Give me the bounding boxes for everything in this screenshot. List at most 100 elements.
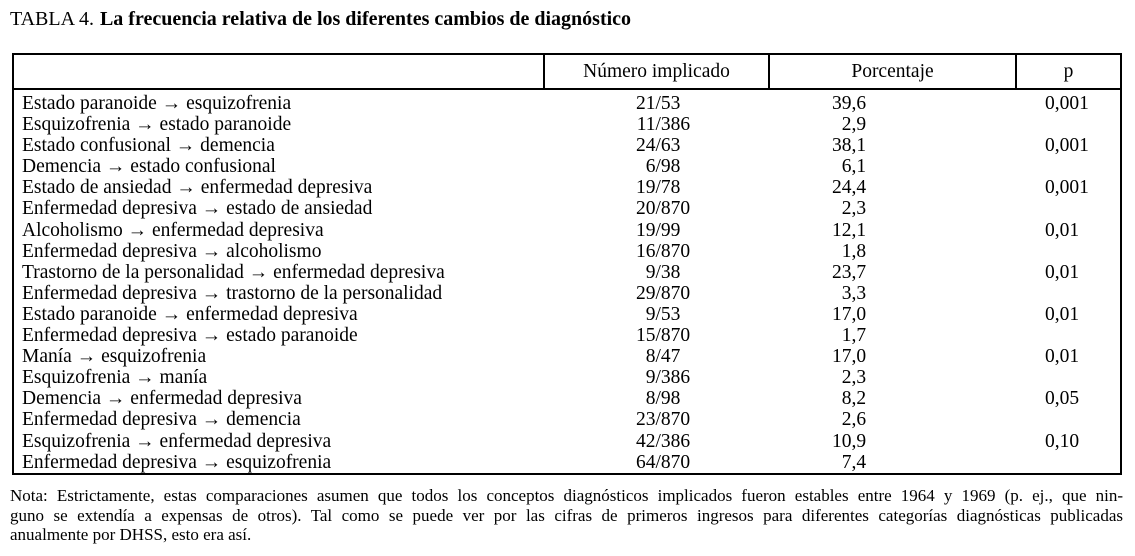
table-row: Esquizofrenia → manía 9/386 2,3	[13, 367, 1121, 388]
p-value-cell	[1016, 367, 1121, 388]
diagnosis-change-label: Estado paranoide → enfermedad depresiva	[22, 303, 358, 325]
porcentaje-cell: 12,1	[832, 219, 867, 241]
header-p: p	[1015, 54, 1121, 90]
numero-implicado-cell: 29/870	[636, 282, 691, 304]
table-row: Enfermedad depresiva → trastorno de la p…	[13, 283, 1121, 304]
p-value-cell	[1016, 283, 1121, 304]
header-numero-implicado: Número implicado	[543, 54, 769, 90]
diagnosis-change-label: Enfermedad depresiva → trastorno de la p…	[22, 282, 443, 304]
diagnosis-change-label: Esquizofrenia → estado paranoide	[22, 114, 292, 136]
table-title-prefix: TABLA 4.	[10, 8, 94, 30]
porcentaje-cell: 38,1	[832, 135, 867, 157]
porcentaje-cell: 2,9	[841, 114, 867, 136]
porcentaje-cell: 7,4	[841, 451, 867, 473]
table-title: TABLA 4. La frecuencia relativa de los di…	[10, 8, 631, 31]
numero-implicado-cell: 8/98	[645, 388, 681, 410]
table-row: Trastorno de la personalidad → enfermeda…	[13, 262, 1121, 283]
numero-implicado-cell: 42/386	[636, 430, 691, 452]
p-value-cell	[1016, 198, 1121, 219]
diagnosis-change-label: Esquizofrenia → manía	[22, 367, 208, 389]
p-value-cell	[1016, 156, 1121, 177]
header-porcentaje: Porcentaje	[768, 54, 1016, 90]
table-row: Alcoholismo → enfermedad depresiva 19/99…	[13, 220, 1121, 241]
diagnosis-change-label: Estado paranoide → esquizofrenia	[22, 93, 292, 114]
diagnosis-change-label: Manía → esquizofrenia	[22, 346, 207, 368]
table-title-text: La frecuencia relativa de los diferentes…	[99, 8, 632, 30]
numero-implicado-cell: 19/99	[636, 219, 681, 241]
table-row: Estado paranoide → enfermedad depresiva …	[13, 304, 1121, 325]
table-header-row: Número implicado Porcentaje p	[13, 54, 1121, 90]
porcentaje-cell: 8,2	[841, 388, 867, 410]
numero-implicado-cell: 9/53	[645, 303, 681, 325]
numero-implicado-cell: 6/98	[645, 156, 681, 178]
table-footnote: Nota: Estrictamente, estas comparaciones…	[10, 486, 1123, 545]
porcentaje-cell: 24,4	[832, 177, 867, 199]
numero-implicado-cell: 9/38	[645, 261, 681, 283]
diagnosis-change-label: Demencia → estado confusional	[22, 156, 276, 178]
table-body: Estado paranoide → esquizofrenia 21/53 3…	[13, 89, 1121, 474]
numero-implicado-cell: 20/870	[636, 198, 691, 220]
footnote-line: guno se extendía a expensas de otros). T…	[10, 505, 1123, 525]
numero-implicado-cell: 24/63	[636, 135, 681, 157]
table-row: Estado confusional → demencia 24/63 38,1…	[13, 135, 1121, 156]
p-value-cell: 0,05	[1045, 388, 1080, 410]
table-row: Enfermedad depresiva → esquizofrenia 64/…	[13, 452, 1121, 474]
p-value-cell: 0,01	[1045, 346, 1080, 368]
table-row: Esquizofrenia → estado paranoide 11/386 …	[13, 114, 1121, 135]
p-value-cell: 0,01	[1045, 219, 1080, 241]
frequency-table: Número implicado Porcentaje p Estado par…	[12, 53, 1122, 475]
numero-implicado-cell: 64/870	[636, 451, 691, 473]
p-value-cell	[1016, 409, 1121, 430]
numero-implicado-cell: 19/78	[636, 177, 681, 199]
porcentaje-cell: 2,6	[841, 409, 867, 431]
diagnosis-change-label: Esquizofrenia → enfermedad depresiva	[22, 430, 332, 452]
diagnosis-change-label: Alcoholismo → enfermedad depresiva	[22, 219, 324, 241]
p-value-cell	[1016, 325, 1121, 346]
porcentaje-cell: 10,9	[832, 430, 867, 452]
porcentaje-cell: 1,7	[841, 325, 867, 347]
porcentaje-cell: 6,1	[841, 156, 867, 178]
numero-implicado-cell: 9/386	[645, 367, 691, 389]
p-value-cell	[1016, 241, 1121, 262]
table-row: Enfermedad depresiva → demencia 23/870 2…	[13, 409, 1121, 430]
diagnosis-change-label: Estado confusional → demencia	[22, 135, 275, 157]
p-value-cell: 0,001	[1045, 135, 1089, 157]
footnote-line: anualmente por DHSS, esto era así.	[10, 525, 252, 545]
numero-implicado-cell: 16/870	[636, 240, 691, 262]
porcentaje-cell: 17,0	[832, 346, 867, 368]
table-row: Demencia → estado confusional 6/98 6,1	[13, 156, 1121, 177]
footnote-line: Nota: Estrictamente, estas comparaciones…	[10, 486, 1123, 505]
porcentaje-cell: 1,8	[841, 240, 867, 262]
porcentaje-cell: 39,6	[832, 93, 867, 114]
table-row: Estado paranoide → esquizofrenia 21/53 3…	[13, 89, 1121, 114]
table-row: Enfermedad depresiva → estado paranoide …	[13, 325, 1121, 346]
p-value-cell: 0,10	[1045, 430, 1080, 452]
porcentaje-cell: 3,3	[841, 282, 867, 304]
p-value-cell: 0,01	[1045, 303, 1080, 325]
numero-implicado-cell: 11/386	[636, 114, 691, 136]
numero-implicado-cell: 21/53	[636, 93, 681, 114]
diagnosis-change-label: Demencia → enfermedad depresiva	[22, 388, 302, 410]
diagnosis-change-label: Trastorno de la personalidad → enfermeda…	[22, 261, 445, 283]
numero-implicado-cell: 23/870	[636, 409, 691, 431]
table-row: Esquizofrenia → enfermedad depresiva 42/…	[13, 431, 1121, 452]
numero-implicado-cell: 15/870	[636, 325, 691, 347]
p-value-cell: 0,01	[1045, 261, 1080, 283]
p-value-cell: 0,001	[1045, 93, 1089, 114]
table-header: Número implicado Porcentaje p	[13, 54, 1121, 90]
table-row: Enfermedad depresiva → estado de ansieda…	[13, 198, 1121, 219]
table-row: Enfermedad depresiva → alcoholismo 16/87…	[13, 241, 1121, 262]
p-value-cell	[1016, 452, 1121, 474]
porcentaje-cell: 17,0	[832, 303, 867, 325]
diagnosis-change-label: Estado de ansiedad → enfermedad depresiv…	[22, 177, 373, 199]
diagnosis-change-label: Enfermedad depresiva → esquizofrenia	[22, 451, 332, 473]
table-row: Estado de ansiedad → enfermedad depresiv…	[13, 177, 1121, 198]
diagnosis-change-label: Enfermedad depresiva → demencia	[22, 409, 301, 431]
numero-implicado-cell: 8/47	[645, 346, 681, 368]
porcentaje-cell: 2,3	[841, 367, 867, 389]
p-value-cell: 0,001	[1045, 177, 1089, 199]
header-rowlabel	[13, 54, 544, 90]
diagnosis-change-label: Enfermedad depresiva → estado de ansieda…	[22, 198, 373, 220]
table-row: Manía → esquizofrenia 8/47 17,0 0,01	[13, 346, 1121, 367]
porcentaje-cell: 2,3	[841, 198, 867, 220]
